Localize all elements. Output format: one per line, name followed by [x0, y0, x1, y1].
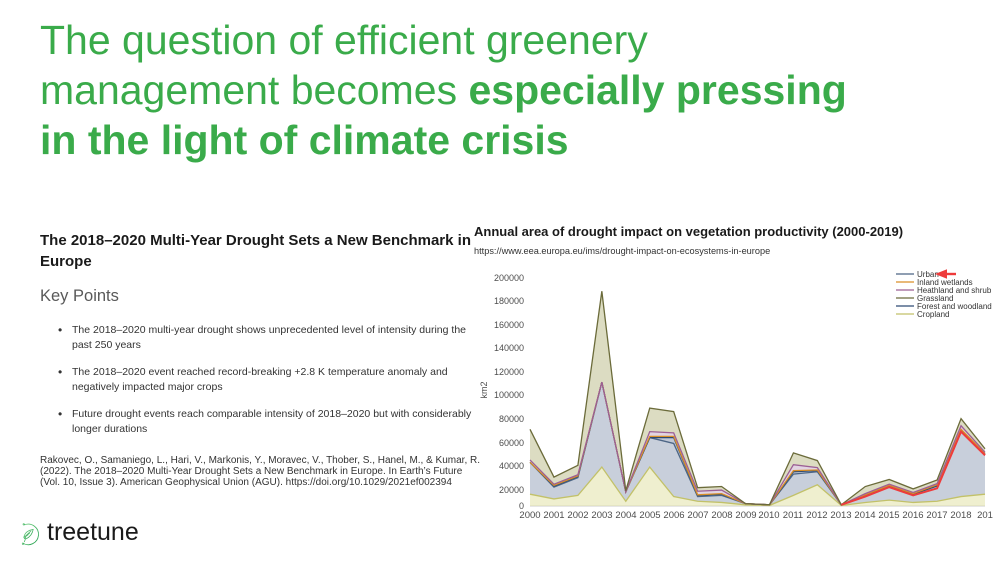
- svg-text:40000: 40000: [499, 461, 524, 471]
- svg-text:2008: 2008: [711, 510, 732, 521]
- svg-text:2010: 2010: [758, 510, 779, 521]
- svg-text:180000: 180000: [494, 296, 524, 306]
- svg-text:2003: 2003: [591, 510, 612, 521]
- svg-text:2000: 2000: [519, 510, 540, 521]
- svg-text:2004: 2004: [615, 510, 636, 521]
- svg-text:2006: 2006: [663, 510, 684, 521]
- svg-text:20000: 20000: [499, 485, 524, 495]
- svg-text:60000: 60000: [499, 438, 524, 448]
- svg-text:2018: 2018: [950, 510, 971, 521]
- svg-text:100000: 100000: [494, 390, 524, 400]
- svg-text:2013: 2013: [830, 510, 851, 521]
- svg-text:Cropland: Cropland: [917, 310, 949, 319]
- svg-text:2009: 2009: [735, 510, 756, 521]
- svg-text:2015: 2015: [878, 510, 899, 521]
- svg-text:2016: 2016: [902, 510, 923, 521]
- svg-text:2014: 2014: [854, 510, 875, 521]
- svg-text:2002: 2002: [567, 510, 588, 521]
- svg-text:km2: km2: [479, 381, 489, 398]
- svg-text:2007: 2007: [687, 510, 708, 521]
- svg-text:2012: 2012: [806, 510, 827, 521]
- svg-text:200000: 200000: [494, 273, 524, 283]
- svg-text:140000: 140000: [494, 343, 524, 353]
- svg-text:2001: 2001: [543, 510, 564, 521]
- svg-text:2011: 2011: [783, 510, 803, 521]
- svg-text:2005: 2005: [639, 510, 660, 521]
- svg-text:201: 201: [977, 510, 993, 521]
- svg-text:160000: 160000: [494, 320, 524, 330]
- svg-text:80000: 80000: [499, 414, 524, 424]
- svg-text:120000: 120000: [494, 367, 524, 377]
- svg-text:2017: 2017: [926, 510, 947, 521]
